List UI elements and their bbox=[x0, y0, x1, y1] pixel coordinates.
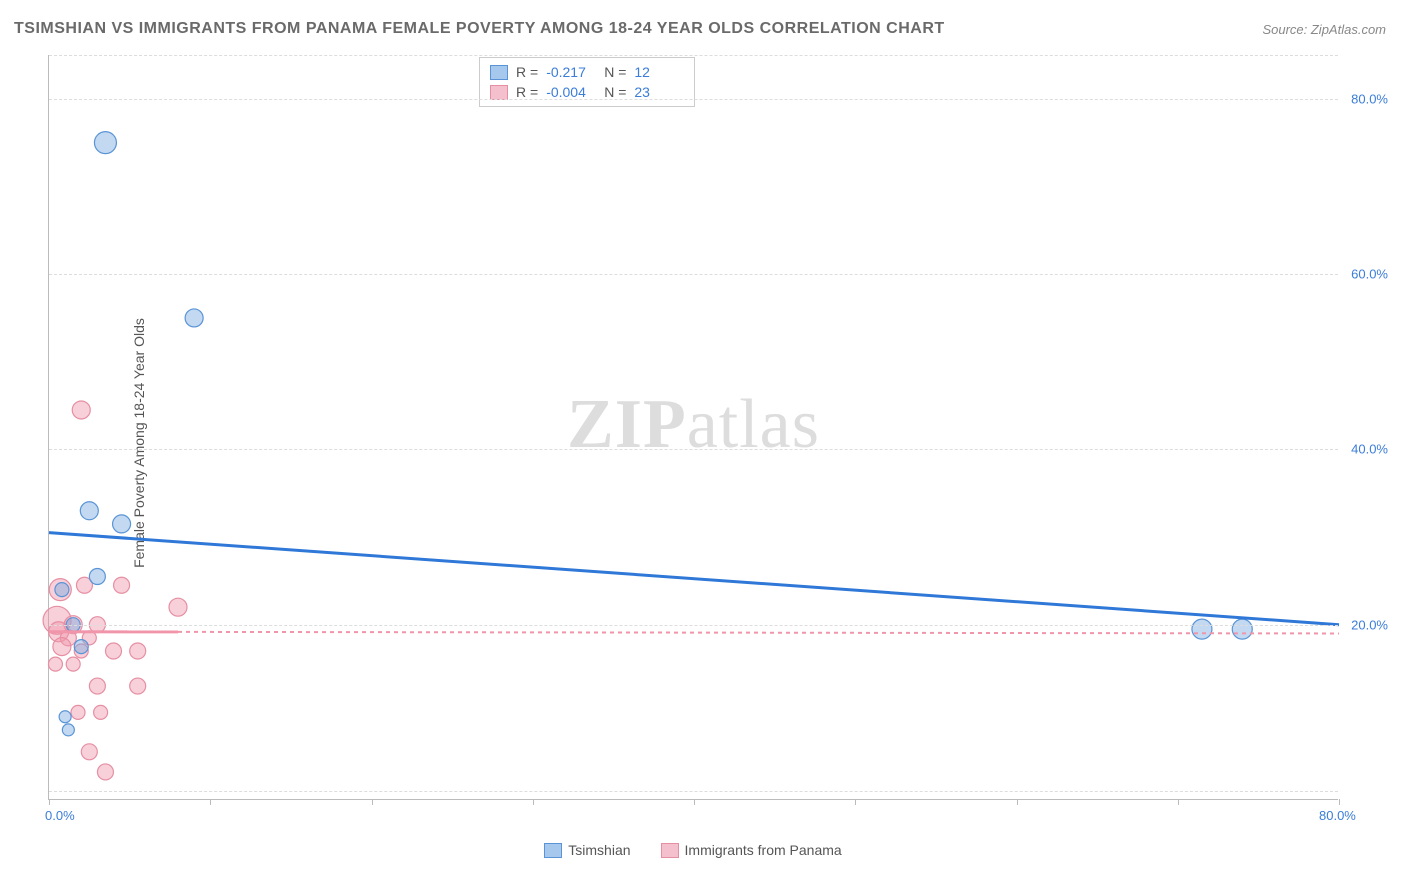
gridline bbox=[49, 99, 1338, 100]
legend-label: Tsimshian bbox=[568, 842, 630, 858]
x-tick bbox=[49, 799, 50, 805]
trendline bbox=[49, 533, 1339, 625]
legend-swatch bbox=[544, 843, 562, 858]
chart-title: TSIMSHIAN VS IMMIGRANTS FROM PANAMA FEMA… bbox=[14, 20, 945, 38]
header: TSIMSHIAN VS IMMIGRANTS FROM PANAMA FEMA… bbox=[14, 20, 1386, 38]
data-point bbox=[55, 583, 69, 597]
legend-swatch bbox=[490, 65, 508, 80]
source-label: Source: ZipAtlas.com bbox=[1262, 22, 1386, 37]
gridline bbox=[49, 55, 1338, 56]
legend-r-label: R = bbox=[516, 84, 538, 100]
legend-r-value: -0.217 bbox=[546, 64, 596, 80]
data-point bbox=[66, 657, 80, 671]
data-point bbox=[130, 643, 146, 659]
gridline bbox=[49, 449, 1338, 450]
x-tick bbox=[1178, 799, 1179, 805]
legend-item: Tsimshian bbox=[544, 842, 630, 858]
y-tick-label: 40.0% bbox=[1351, 442, 1388, 457]
gridline bbox=[49, 791, 1338, 792]
gridline bbox=[49, 274, 1338, 275]
data-point bbox=[89, 678, 105, 694]
x-tick bbox=[210, 799, 211, 805]
data-point bbox=[1232, 619, 1252, 639]
legend-swatch bbox=[490, 85, 508, 100]
legend-n-label: N = bbox=[604, 84, 626, 100]
y-tick-label: 60.0% bbox=[1351, 267, 1388, 282]
data-point bbox=[114, 577, 130, 593]
legend-r-value: -0.004 bbox=[546, 84, 596, 100]
data-point bbox=[74, 640, 88, 654]
x-tick bbox=[694, 799, 695, 805]
x-tick-label: 0.0% bbox=[45, 808, 75, 823]
y-tick-label: 20.0% bbox=[1351, 617, 1388, 632]
gridline bbox=[49, 625, 1338, 626]
data-point bbox=[1192, 619, 1212, 639]
legend-r-label: R = bbox=[516, 64, 538, 80]
x-tick bbox=[1017, 799, 1018, 805]
data-point bbox=[62, 724, 74, 736]
y-tick-label: 80.0% bbox=[1351, 91, 1388, 106]
legend-swatch bbox=[661, 843, 679, 858]
x-tick bbox=[372, 799, 373, 805]
data-point bbox=[48, 657, 62, 671]
data-point bbox=[106, 643, 122, 659]
data-point bbox=[53, 638, 71, 656]
chart-svg bbox=[49, 55, 1339, 800]
data-point bbox=[81, 744, 97, 760]
x-tick-label: 80.0% bbox=[1319, 808, 1356, 823]
x-tick bbox=[1339, 799, 1340, 805]
data-point bbox=[97, 764, 113, 780]
series-legend: Tsimshian Immigrants from Panama bbox=[48, 842, 1338, 858]
legend-item: Immigrants from Panama bbox=[661, 842, 842, 858]
trendline bbox=[178, 632, 1339, 634]
legend-row: R = -0.217 N = 12 bbox=[490, 62, 684, 82]
legend-n-value: 12 bbox=[634, 64, 684, 80]
data-point bbox=[113, 515, 131, 533]
legend-n-label: N = bbox=[604, 64, 626, 80]
data-point bbox=[80, 502, 98, 520]
chart-container: Female Poverty Among 18-24 Year Olds ZIP… bbox=[48, 55, 1388, 830]
x-tick bbox=[533, 799, 534, 805]
data-point bbox=[94, 132, 116, 154]
legend-label: Immigrants from Panama bbox=[685, 842, 842, 858]
data-point bbox=[59, 711, 71, 723]
data-point bbox=[72, 401, 90, 419]
plot-area: ZIPatlas R =-0.217N =12R =-0.004N =23 20… bbox=[48, 55, 1338, 800]
data-point bbox=[71, 705, 85, 719]
data-point bbox=[185, 309, 203, 327]
data-point bbox=[94, 705, 108, 719]
data-point bbox=[169, 598, 187, 616]
data-point bbox=[89, 569, 105, 585]
x-tick bbox=[855, 799, 856, 805]
data-point bbox=[130, 678, 146, 694]
legend-n-value: 23 bbox=[634, 84, 684, 100]
